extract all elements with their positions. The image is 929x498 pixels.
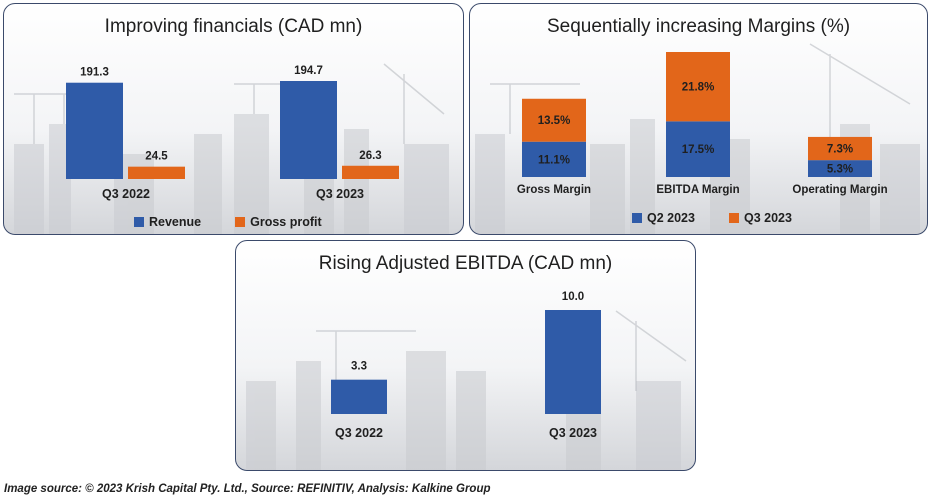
financials-panel: Improving financials (CAD mn) 191.3 24.5 Q… <box>3 3 464 235</box>
legend-q2-2023: Q2 2023 <box>632 211 695 225</box>
legend-revenue: Revenue <box>134 215 201 229</box>
margins-panel: Sequentially increasing Margins (%) 11.1… <box>469 3 928 235</box>
category-label-q3-2022: Q3 2022 <box>335 426 383 440</box>
category-label-gross-margin: Gross Margin <box>517 184 591 196</box>
bar-ebitda-q3-2022 <box>331 379 387 414</box>
data-label-q3-2023-operating-margin: 7.3% <box>827 144 853 156</box>
bar-q3-2023-gross-margin <box>522 98 586 142</box>
data-label-q3-2023-gross-margin: 13.5% <box>538 115 571 127</box>
data-label-gross-profit-q3-2022: 24.5 <box>145 151 168 163</box>
bar-gross-profit-q3-2022 <box>128 166 185 179</box>
ebitda-panel: Rising Adjusted EBITDA (CAD mn) 3.3 Q3 20… <box>235 240 696 471</box>
data-label-gross-profit-q3-2023: 26.3 <box>359 150 381 162</box>
bar-ebitda-q3-2023 <box>545 310 601 414</box>
bar-revenue-q3-2022 <box>66 82 123 179</box>
category-label-q3-2023: Q3 2023 <box>549 426 597 440</box>
image-source-footer: Image source: © 2023 Krish Capital Pty. … <box>4 483 491 495</box>
margins-legend: Q2 2023 Q3 2023 <box>632 211 826 225</box>
category-label-operating-margin: Operating Margin <box>792 184 887 196</box>
data-label-q2-2023-ebitda-margin: 17.5% <box>682 144 715 156</box>
data-label-revenue-q3-2023: 194.7 <box>294 65 323 77</box>
ebitda-title: Rising Adjusted EBITDA (CAD mn) <box>318 253 613 274</box>
gross-profit-swatch <box>235 217 246 227</box>
data-label-ebitda-q3-2022: 3.3 <box>351 361 367 373</box>
legend-q3-2023: Q3 2023 <box>728 211 792 225</box>
category-label-q3-2023: Q3 2023 <box>316 187 364 201</box>
legend-gross-profit-label: Gross profit <box>250 215 322 229</box>
revenue-swatch <box>134 217 144 227</box>
legend-revenue-label: Revenue <box>149 215 202 229</box>
data-label-q2-2023-operating-margin: 5.3% <box>827 164 853 176</box>
q3-swatch <box>728 213 739 223</box>
data-label-revenue-q3-2022: 191.3 <box>80 67 109 79</box>
data-label-q3-2023-ebitda-margin: 21.8% <box>682 82 715 94</box>
margins-title: Sequentially increasing Margins (%) <box>546 16 851 37</box>
bar-q3-2023-ebitda-margin <box>666 52 730 122</box>
financials-title: Improving financials (CAD mn) <box>104 16 363 37</box>
financials-legend: Revenue Gross profit <box>134 215 356 229</box>
legend-q3-label: Q3 2023 <box>743 211 792 225</box>
bar-gross-profit-q3-2023 <box>342 165 399 179</box>
financials-chart: 191.3 24.5 Q3 2022 194.7 26.3 Q3 2023 <box>66 65 399 201</box>
category-label-ebitda-margin: EBITDA Margin <box>656 184 739 196</box>
data-label-ebitda-q3-2023: 10.0 <box>562 291 584 303</box>
bar-q2-2023-ebitda-margin <box>666 121 730 177</box>
bar-q2-2023-operating-margin <box>808 160 872 177</box>
bar-revenue-q3-2023 <box>280 81 337 179</box>
city-skyline-background <box>475 43 920 234</box>
legend-q2-label: Q2 2023 <box>647 211 695 225</box>
q2-swatch <box>632 213 642 223</box>
ebitda-chart: 3.3 Q3 2022 10.0 Q3 2023 <box>331 291 601 440</box>
category-label-q3-2022: Q3 2022 <box>102 187 150 201</box>
bar-q2-2023-gross-margin <box>522 141 586 177</box>
data-label-q2-2023-gross-margin: 11.1% <box>538 154 570 166</box>
bar-q3-2023-operating-margin <box>808 136 872 161</box>
legend-gross-profit: Gross profit <box>235 215 322 229</box>
margins-chart: 11.1% 13.5% Gross Margin 17.5% 21.8% EBITDA M… <box>517 52 888 196</box>
